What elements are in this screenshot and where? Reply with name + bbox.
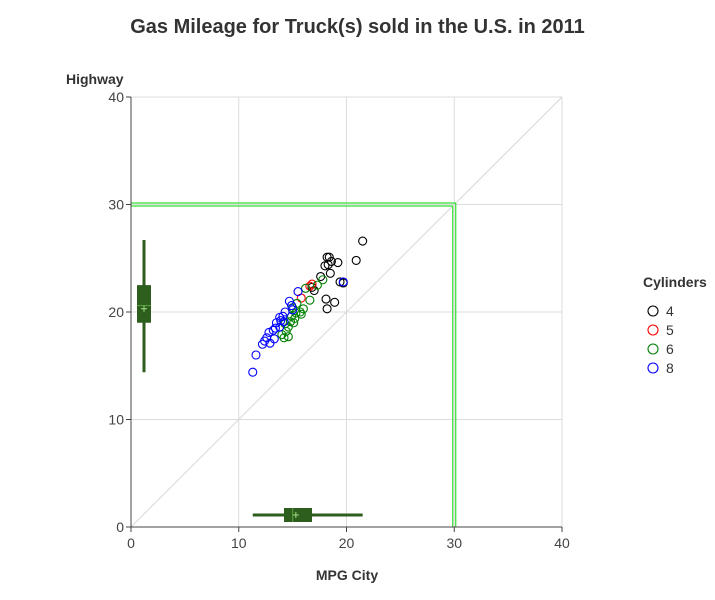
data-point-cyl-6 <box>305 295 315 305</box>
x-tick-labels: 0 10 20 30 40 <box>127 535 570 551</box>
data-points <box>248 236 368 377</box>
data-point-cyl-4 <box>351 255 361 265</box>
data-point-cyl-4 <box>322 304 332 314</box>
data-point-cyl-5 <box>307 279 317 289</box>
data-point-cyl-4 <box>307 282 317 292</box>
axes <box>126 96 563 532</box>
data-point-cyl-8 <box>264 327 274 337</box>
data-point-cyl-6 <box>318 275 328 285</box>
legend-label-6: 6 <box>666 341 674 357</box>
data-point-cyl-6 <box>312 280 322 290</box>
x-boxplot <box>252 508 363 522</box>
data-point-cyl-8 <box>248 367 258 377</box>
data-point-cyl-8 <box>338 277 348 287</box>
data-point-cyl-8 <box>284 296 294 306</box>
data-point-cyl-6 <box>298 304 308 314</box>
data-point-cyl-4 <box>333 257 343 268</box>
legend-marker-6 <box>647 343 659 355</box>
data-point-cyl-4 <box>325 268 335 278</box>
y-tick-label: 20 <box>108 304 124 320</box>
y-tick-label: 40 <box>108 89 124 105</box>
y-tick-labels: 0 10 20 30 40 <box>108 89 124 535</box>
data-point-cyl-8 <box>251 350 261 360</box>
data-point-cyl-4 <box>321 294 331 304</box>
data-point-cyl-8 <box>270 323 280 333</box>
data-point-cyl-6 <box>301 283 311 293</box>
x-tick-label: 40 <box>554 535 570 551</box>
target-lines <box>131 202 457 527</box>
x-tick-label: 0 <box>127 535 135 551</box>
legend-marker-4 <box>647 305 659 317</box>
y-boxplot <box>137 239 151 373</box>
data-point-cyl-4 <box>323 260 333 270</box>
y-tick-label: 10 <box>108 412 124 428</box>
x-tick-label: 30 <box>446 535 462 551</box>
legend-marker-8 <box>647 362 659 374</box>
x-axis-title: MPG City <box>316 567 378 583</box>
data-point-cyl-6 <box>279 333 289 343</box>
data-point-cyl-8 <box>286 300 297 311</box>
legend: Cylinders 4 5 6 8 <box>643 274 707 376</box>
data-point-cyl-6 <box>283 332 293 342</box>
x-tick-label: 20 <box>339 535 355 551</box>
y-boxplot-mean <box>141 305 147 312</box>
y-tick-label: 30 <box>108 197 124 213</box>
y-boxplot-box <box>137 285 151 323</box>
data-point-cyl-6 <box>296 309 306 319</box>
legend-label-5: 5 <box>666 322 674 338</box>
legend-title: Cylinders <box>643 274 707 290</box>
data-point-cyl-4 <box>358 236 368 246</box>
data-point-cyl-4 <box>330 297 340 307</box>
x-tick-label: 10 <box>231 535 247 551</box>
reference-diagonal-line <box>130 96 563 528</box>
data-point-cyl-4 <box>326 256 336 267</box>
x-boxplot-mean <box>292 512 299 518</box>
data-point-cyl-8 <box>269 334 279 344</box>
data-point-cyl-8 <box>288 305 298 315</box>
y-axis-title: Highway <box>66 71 124 87</box>
legend-marker-5 <box>647 324 659 336</box>
legend-label-4: 4 <box>666 303 674 319</box>
data-point-cyl-8 <box>268 325 278 335</box>
y-tick-label: 0 <box>116 519 124 535</box>
data-point-cyl-8 <box>293 287 303 297</box>
chart-title: Gas Mileage for Truck(s) sold in the U.S… <box>130 16 585 38</box>
legend-label-8: 8 <box>666 360 674 376</box>
